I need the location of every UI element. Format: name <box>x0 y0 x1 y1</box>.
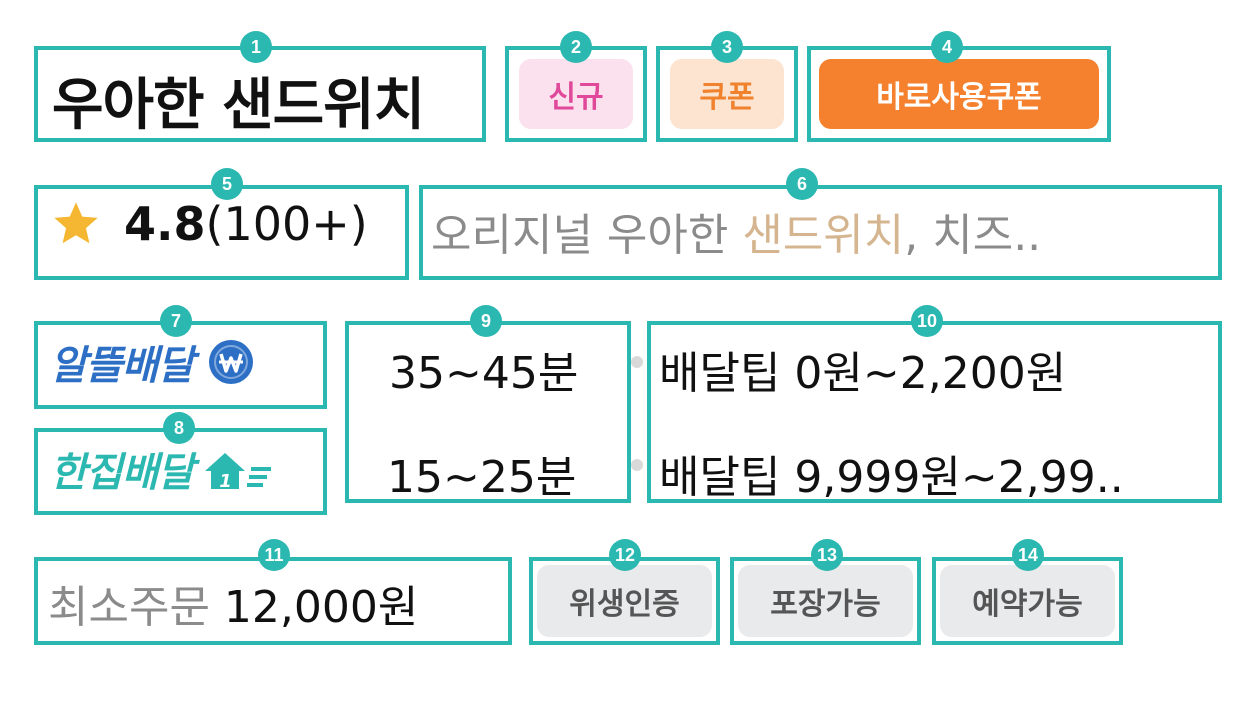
takeout-tag-box: 포장가능 <box>730 557 921 645</box>
reservation-tag-box: 예약가능 <box>932 557 1123 645</box>
description-prefix: 오리지널 우아한 <box>431 210 743 261</box>
hygiene-certified-tag: 위생인증 <box>537 565 712 637</box>
delivery-tip-box: 배달팁 0원~2,200원 배달팁 9,999원~2,99.. <box>647 321 1222 503</box>
budget-delivery-text: 알뜰배달 <box>50 343 194 389</box>
star-icon <box>54 202 98 244</box>
budget-delivery-label: 알뜰배달 <box>50 333 255 391</box>
annotation-marker: 2 <box>560 31 592 63</box>
new-badge: 신규 <box>519 59 633 129</box>
rating-score: 4.8 <box>124 197 206 251</box>
won-coin-icon <box>209 340 254 384</box>
reservation-available-tag: 예약가능 <box>940 565 1115 637</box>
annotation-marker: 5 <box>211 168 243 200</box>
single-delivery-tip[interactable]: 배달팁 9,999원~2,99.. <box>659 452 1124 503</box>
hygiene-tag-box: 위생인증 <box>529 557 720 645</box>
budget-delivery-tip: 배달팁 0원~2,200원 <box>659 348 1067 399</box>
takeout-available-tag: 포장가능 <box>738 565 913 637</box>
single-delivery-label: 한집배달 1 <box>50 440 277 498</box>
rating-box: 4.8 (100+) <box>34 185 409 280</box>
annotation-marker: 13 <box>811 539 843 571</box>
annotation-marker: 6 <box>786 168 818 200</box>
rating: 4.8 (100+) <box>50 197 368 251</box>
annotation-marker: 10 <box>911 305 943 337</box>
separator-dot <box>631 459 643 471</box>
description-highlight: 샌드위치 <box>742 210 905 261</box>
annotation-marker: 14 <box>1012 539 1044 571</box>
annotation-marker: 3 <box>711 31 743 63</box>
menu-description: 오리지널 우아한 샌드위치, 치즈.. <box>431 199 1041 263</box>
annotation-marker: 1 <box>240 31 272 63</box>
annotation-marker: 4 <box>931 31 963 63</box>
coupon-badge: 쿠폰 <box>670 59 784 129</box>
instant-coupon-box: 바로사용쿠폰 <box>807 46 1111 142</box>
separator-dot <box>631 356 643 368</box>
single-delivery-text: 한집배달 <box>50 450 194 496</box>
delivery-time-box: 35~45분 15~25분 <box>345 321 631 503</box>
description-box: 오리지널 우아한 샌드위치, 치즈.. <box>419 185 1222 280</box>
annotation-marker: 12 <box>609 539 641 571</box>
annotation-marker: 11 <box>258 539 290 571</box>
annotation-marker: 7 <box>160 305 192 337</box>
house-icon: 1 <box>205 453 272 492</box>
min-order: 최소주문 12,000원 <box>48 571 418 635</box>
svg-text:1: 1 <box>219 471 231 492</box>
shop-name: 우아한 샌드위치 <box>52 73 425 138</box>
annotation-marker: 8 <box>163 412 195 444</box>
coupon-badge-box: 쿠폰 <box>656 46 798 142</box>
instant-coupon-button[interactable]: 바로사용쿠폰 <box>819 59 1099 129</box>
min-order-amount: 12,000원 <box>223 582 419 633</box>
review-count[interactable]: (100+) <box>205 197 368 251</box>
annotation-marker: 9 <box>470 305 502 337</box>
budget-delivery-time: 35~45분 <box>389 348 579 399</box>
min-order-label: 최소주문 <box>48 582 210 633</box>
single-delivery-time: 15~25분 <box>387 452 577 503</box>
description-suffix: , 치즈.. <box>904 210 1042 261</box>
